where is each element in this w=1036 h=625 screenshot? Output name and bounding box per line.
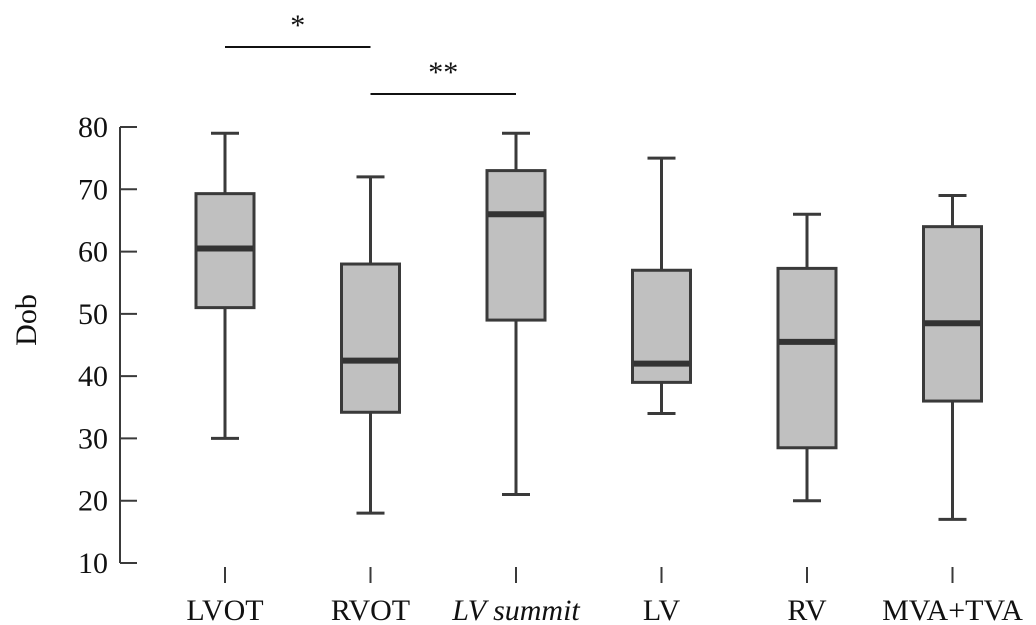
y-tick-label: 80 — [78, 111, 108, 144]
box-iqr — [776, 266, 838, 450]
x-tick-label: LV summit — [451, 594, 580, 625]
y-tick-label: 70 — [78, 173, 108, 206]
x-tick-label: LV — [643, 594, 681, 625]
y-tick-label: 10 — [78, 547, 108, 580]
y-axis-title: Dob — [10, 294, 43, 346]
x-tick-label: RVOT — [331, 594, 410, 625]
x-tick-label: LVOT — [186, 594, 263, 625]
x-tick-label: RV — [787, 594, 827, 625]
box-2 — [485, 131, 547, 496]
significance-marker: ** — [428, 56, 458, 89]
significance-layer: *** — [225, 9, 516, 95]
y-tick-label: 40 — [78, 360, 108, 393]
x-tick-label: MVA+TVA — [882, 594, 1023, 625]
y-tick-label: 50 — [78, 298, 108, 331]
box-iqr — [340, 262, 401, 414]
box-4 — [776, 212, 838, 503]
y-axis: 10 20 30 40 50 60 70 80 — [78, 111, 137, 580]
box-3 — [631, 156, 692, 416]
y-tick-label: 60 — [78, 236, 108, 269]
box-5 — [922, 194, 983, 521]
box-iqr — [922, 225, 983, 403]
boxes-layer — [194, 131, 983, 521]
y-tick-label: 20 — [78, 485, 108, 518]
box-0 — [194, 131, 256, 440]
x-axis: LVOT RVOT LV summit LV RV MVA+TVA — [186, 567, 1023, 625]
y-tick-label: 30 — [78, 422, 108, 455]
significance-marker: * — [290, 9, 305, 42]
box-iqr — [485, 169, 547, 322]
box-1 — [340, 175, 401, 515]
